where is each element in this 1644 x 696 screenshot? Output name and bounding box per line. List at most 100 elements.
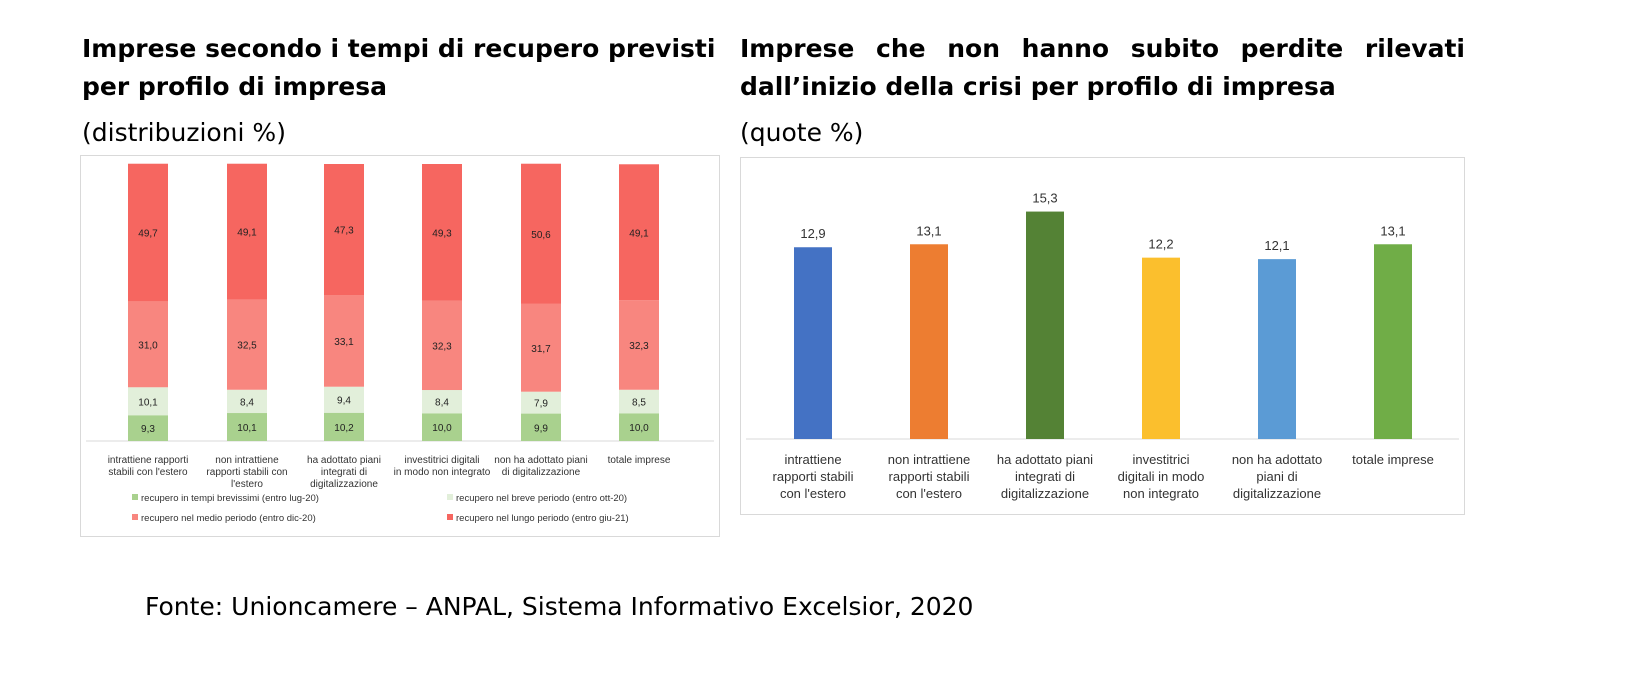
data-label: 15,3 xyxy=(1032,191,1057,206)
right-chart-title: Imprese che non hanno subito perdite ril… xyxy=(740,34,1465,101)
bar-segment xyxy=(619,389,659,414)
legend-label: recupero in tempi brevissimi (entro lug-… xyxy=(141,493,319,504)
data-label: 10,0 xyxy=(629,423,649,434)
left-chart-title: Imprese secondo i tempi di recupero prev… xyxy=(82,34,716,101)
category-label: intrattiene xyxy=(784,452,841,467)
category-label: in modo non integrato xyxy=(394,467,491,478)
category-label: di digitalizzazione xyxy=(502,467,581,478)
data-label: 10,1 xyxy=(237,423,257,434)
data-label: 31,0 xyxy=(138,340,158,351)
category-label: integrati di xyxy=(1015,469,1075,484)
data-label: 10,2 xyxy=(334,423,354,434)
category-label: integrati di xyxy=(321,467,367,478)
category-label: rapporti stabili xyxy=(773,469,854,484)
bar-segment xyxy=(521,163,561,304)
bar-segment xyxy=(128,163,168,302)
bar xyxy=(1142,257,1180,439)
data-label: 50,6 xyxy=(531,230,551,241)
left-chart-subtitle: (distribuzioni %) xyxy=(82,118,286,147)
category-label: digitali in modo xyxy=(1118,469,1205,484)
bar-segment xyxy=(619,413,659,441)
legend-swatch xyxy=(132,514,138,520)
data-label: 9,4 xyxy=(337,396,351,407)
bar-segment xyxy=(422,413,462,441)
category-label: stabili con l'estero xyxy=(108,467,188,478)
data-label: 12,2 xyxy=(1148,237,1173,252)
data-label: 31,7 xyxy=(531,344,551,355)
bar xyxy=(794,247,832,439)
data-label: 8,4 xyxy=(435,398,449,409)
bar-segment xyxy=(324,412,364,441)
data-label: 7,9 xyxy=(534,399,548,410)
bar-segment xyxy=(422,300,462,391)
bar-segment xyxy=(619,300,659,390)
category-label: digitalizzazione xyxy=(1001,486,1089,501)
legend-label: recupero nel breve periodo (entro ott-20… xyxy=(456,493,627,504)
legend-swatch xyxy=(447,514,453,520)
category-label: l'estero xyxy=(231,479,263,490)
bar-segment xyxy=(521,391,561,414)
category-label: rapporti stabili xyxy=(889,469,970,484)
category-label: rapporti stabili con xyxy=(206,467,287,478)
category-label: totale imprese xyxy=(1352,452,1434,467)
bar-segment xyxy=(619,164,659,301)
bar-segment xyxy=(521,413,561,441)
data-label: 47,3 xyxy=(334,226,354,237)
legend-label: recupero nel lungo periodo (entro giu-21… xyxy=(456,513,629,524)
category-label: non intrattiene xyxy=(888,452,970,467)
bar-segment xyxy=(227,163,267,300)
bar-segment xyxy=(227,299,267,390)
category-label: investitrici digitali xyxy=(404,455,479,466)
source-note: Fonte: Unioncamere – ANPAL, Sistema Info… xyxy=(145,592,974,621)
data-label: 12,9 xyxy=(800,226,825,241)
data-label: 9,3 xyxy=(141,424,155,435)
data-label: 8,5 xyxy=(632,398,646,409)
data-label: 10,1 xyxy=(138,397,158,408)
bar-chart: 12,9 intrattiene rapporti stabili con l'est… xyxy=(740,157,1465,515)
category-label: investitrici xyxy=(1132,452,1189,467)
category-label: non ha adottato xyxy=(1232,452,1322,467)
bar-segment xyxy=(324,295,364,387)
data-label: 32,5 xyxy=(237,341,257,352)
category-label: intrattiene rapporti xyxy=(108,455,189,466)
bar xyxy=(1374,244,1412,439)
bar-segment xyxy=(227,413,267,441)
category-label: totale imprese xyxy=(608,455,671,466)
bar xyxy=(1258,259,1296,439)
category-label: piani di xyxy=(1256,469,1297,484)
data-label: 32,3 xyxy=(432,341,452,352)
category-label: ha adottato piani xyxy=(307,455,381,466)
category-label: non ha adottato piani xyxy=(494,455,587,466)
bar-segment xyxy=(324,386,364,413)
data-label: 13,1 xyxy=(916,223,941,238)
bar-segment xyxy=(227,389,267,414)
stacked-bar-chart: 9,3 10,1 31,0 49,7 intrattiene rapporti stabi… xyxy=(80,155,720,537)
bar-segment xyxy=(422,390,462,414)
category-label: digitalizzazione xyxy=(310,479,378,490)
bar-segment xyxy=(324,164,364,296)
data-label: 33,1 xyxy=(334,337,354,348)
data-label: 49,1 xyxy=(629,228,649,239)
data-label: 12,1 xyxy=(1264,238,1289,253)
legend-swatch xyxy=(447,494,453,500)
data-label: 32,3 xyxy=(629,341,649,352)
category-label: digitalizzazione xyxy=(1233,486,1321,501)
category-label: non integrato xyxy=(1123,486,1199,501)
data-label: 49,1 xyxy=(237,228,257,239)
data-label: 10,0 xyxy=(432,423,452,434)
bar-segment xyxy=(521,303,561,392)
category-label: con l'estero xyxy=(780,486,846,501)
legend-swatch xyxy=(132,494,138,500)
data-label: 8,4 xyxy=(240,397,254,408)
bar xyxy=(1026,211,1064,439)
bar xyxy=(910,244,948,439)
bar-segment xyxy=(128,301,168,388)
bar-segment xyxy=(128,387,168,416)
right-chart-subtitle: (quote %) xyxy=(740,118,864,147)
data-label: 9,9 xyxy=(534,423,548,434)
data-label: 13,1 xyxy=(1380,223,1405,238)
data-label: 49,7 xyxy=(138,229,158,240)
category-label: non intrattiene xyxy=(215,455,279,466)
data-label: 49,3 xyxy=(432,228,452,239)
category-label: ha adottato piani xyxy=(997,452,1093,467)
